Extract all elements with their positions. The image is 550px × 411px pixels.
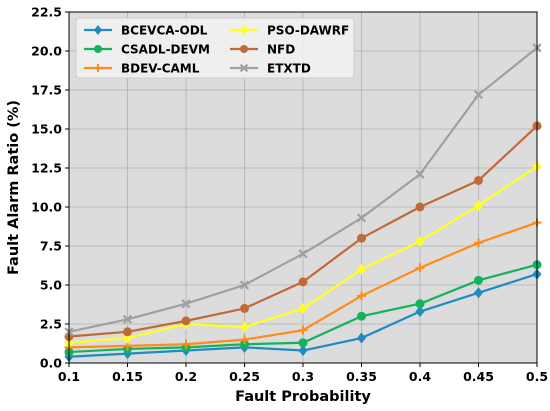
legend-box [75, 17, 355, 79]
data-point-bcevca-odl [298, 345, 308, 357]
data-point-pso-dawrf [415, 235, 425, 247]
legend-marker-bdev-caml [94, 64, 102, 72]
x-tick-label: 0.25 [229, 369, 260, 384]
y-tick-label: 2.5 [40, 317, 62, 332]
data-point-etxtd [239, 280, 250, 290]
series-nfd [64, 121, 542, 341]
data-point-etxtd [473, 90, 484, 100]
data-point-nfd [357, 233, 366, 243]
y-tick-label: 7.5 [40, 239, 62, 254]
data-point-csadl-devm [357, 311, 366, 321]
data-point-bcevca-odl [474, 287, 483, 299]
data-point-nfd [298, 277, 308, 287]
y-tick-label: 5.0 [40, 278, 62, 293]
data-point-nfd [123, 327, 132, 337]
y-tick-label: 12.5 [31, 161, 62, 176]
x-tick-label: 0.3 [292, 369, 314, 384]
data-point-etxtd [181, 299, 191, 309]
data-point-bdev-caml [415, 263, 425, 273]
data-point-nfd [240, 303, 249, 313]
data-point-csadl-devm [474, 275, 483, 285]
data-point-bdev-caml [181, 339, 191, 349]
legend-marker-bcevca-odl [94, 25, 102, 35]
legend-label-pso-dawrf: PSO-DAWRF [267, 24, 349, 38]
data-point-csadl-devm [415, 299, 425, 309]
x-axis-title: Fault Probability [235, 389, 371, 405]
data-point-bcevca-odl [357, 332, 366, 344]
x-tick-label: 0.2 [175, 369, 197, 384]
data-point-bdev-caml [298, 325, 308, 335]
data-point-nfd [474, 175, 483, 185]
data-point-csadl-devm [298, 338, 308, 348]
y-axis-title: Fault Alarm Ratio (%) [6, 100, 22, 275]
legend-label-bdev-caml: BDEV-CAML [121, 62, 200, 76]
legend-marker-nfd [240, 45, 248, 53]
x-tick-label: 0.35 [346, 369, 377, 384]
data-point-pso-dawrf [357, 263, 366, 275]
data-point-pso-dawrf [240, 321, 249, 333]
legend-marker-etxtd [239, 63, 249, 73]
y-tick-label: 22.5 [31, 5, 62, 20]
x-tick-label: 0.15 [112, 369, 143, 384]
x-tick-label: 0.5 [526, 369, 548, 384]
y-tick-label: 15.0 [31, 122, 62, 137]
series-layer [64, 43, 542, 363]
data-point-nfd [415, 202, 425, 212]
legend-label-csadl-devm: CSADL-DEVM [121, 43, 210, 57]
data-point-bdev-caml [240, 335, 249, 345]
plot-frame [68, 11, 538, 364]
y-tick-label: 20.0 [31, 44, 62, 59]
axes: 0.1 0.15 0.2 0.25 0.3 0.35 0.4 0.45 0.5 0.0 2.5 5.0… [31, 5, 548, 385]
y-tick-label: 10.0 [31, 200, 62, 215]
legend-marker-csadl-devm [94, 45, 102, 53]
y-tick-label: 17.5 [31, 83, 62, 98]
data-point-etxtd [356, 213, 367, 223]
legend-label-etxtd: ETXTD [267, 62, 311, 76]
data-point-bdev-caml [474, 238, 483, 248]
data-point-csadl-devm [240, 339, 249, 349]
data-point-nfd [181, 316, 191, 326]
legend-label-nfd: NFD [267, 43, 295, 57]
data-point-bcevca-odl [415, 306, 425, 318]
legend: BCEVCA-ODL CSADL-DEVM BDEV-CAML PSO-DAWRF NF… [75, 17, 355, 79]
data-point-etxtd [122, 314, 133, 324]
data-point-bdev-caml [357, 291, 366, 301]
data-point-pso-dawrf [474, 199, 483, 211]
data-point-pso-dawrf [298, 302, 308, 314]
x-tick-label: 0.45 [463, 369, 494, 384]
legend-label-bcevca-odl: BCEVCA-ODL [121, 24, 208, 38]
legend-marker-pso-dawrf [240, 25, 248, 35]
x-tick-label: 0.1 [58, 369, 80, 384]
data-point-etxtd [415, 169, 425, 179]
x-tick-label: 0.4 [409, 369, 431, 384]
data-point-etxtd [298, 249, 308, 259]
y-tick-label: 0.0 [40, 356, 62, 371]
